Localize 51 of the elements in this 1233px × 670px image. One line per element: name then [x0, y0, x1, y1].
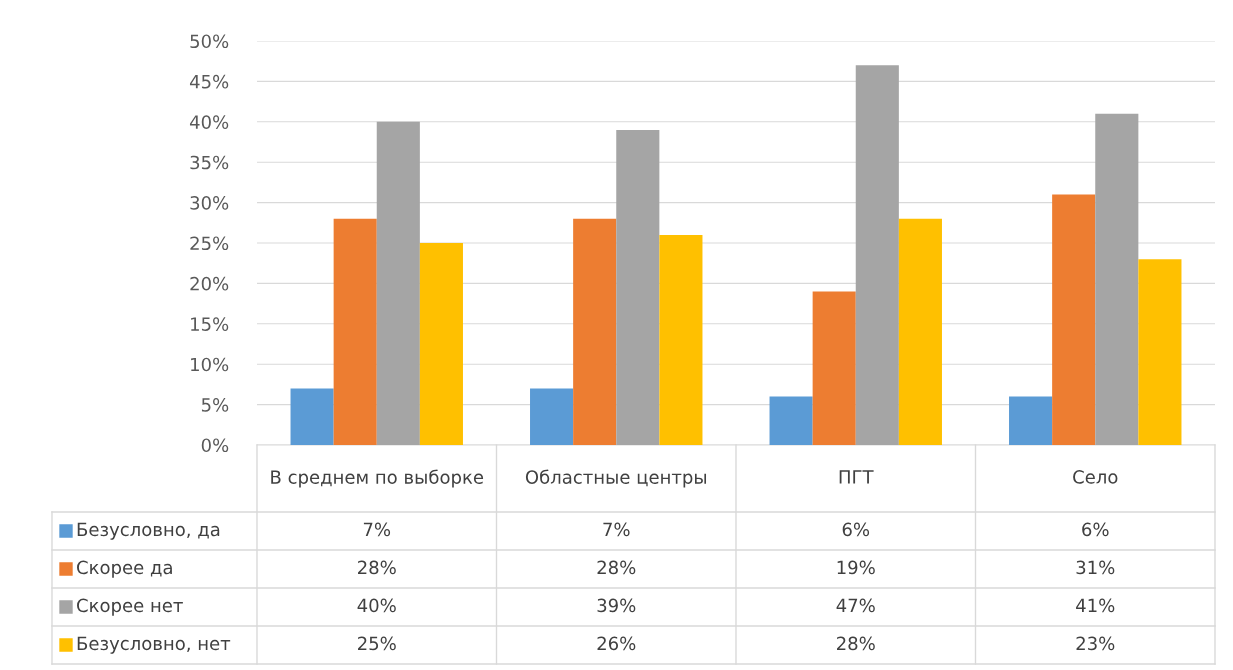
legend-label: Скорее нет [77, 598, 183, 616]
y-tick-label: 30% [190, 196, 229, 210]
y-tick-label: 50% [190, 34, 229, 49]
bar [659, 234, 703, 445]
bar [769, 396, 813, 445]
y-tick-label: 40% [189, 115, 229, 129]
data-label: 23% [1076, 636, 1115, 651]
y-tick-label: 5% [201, 398, 229, 412]
bar [616, 129, 660, 445]
y-tick-label: 20% [190, 276, 229, 291]
y-tick-label: 25% [190, 236, 229, 251]
bar [898, 218, 942, 445]
bar [333, 218, 377, 445]
bar [376, 121, 420, 445]
y-tick-label: 15% [191, 317, 229, 331]
data-label: 39% [597, 598, 636, 613]
bar [419, 243, 463, 445]
y-tick-label: 10% [191, 357, 229, 372]
bar [573, 218, 617, 445]
data-label: 25% [358, 636, 396, 651]
data-label: 47% [836, 598, 875, 613]
data-label: 26% [597, 636, 636, 651]
data-label: 19% [837, 560, 875, 575]
bar [290, 388, 334, 445]
x-tick-label: Село [1073, 470, 1118, 484]
legend-label: Безусловно, нет [77, 636, 231, 654]
bar [530, 388, 574, 445]
data-label: 40% [357, 598, 396, 613]
data-label: 7% [363, 522, 391, 537]
bar [855, 65, 899, 445]
bar [1052, 194, 1096, 445]
legend-label: Безусловно, да [77, 522, 220, 540]
data-label: 28% [837, 636, 875, 651]
data-label: 6% [1082, 522, 1109, 537]
y-tick-label: 45% [189, 74, 229, 89]
x-tick-label: Областные центры [525, 469, 707, 488]
x-tick-label: ПГТ [839, 470, 874, 484]
data-label: 28% [597, 560, 636, 575]
data-label: 7% [603, 522, 630, 537]
y-tick-label: 35% [190, 155, 229, 170]
bar [812, 291, 856, 445]
legend-label: Скорее да [77, 560, 172, 578]
x-tick-label: В среднем по выборке [271, 469, 484, 488]
bar [1138, 259, 1182, 445]
bar [1095, 113, 1139, 445]
y-tick-label: 0% [201, 438, 229, 453]
data-label: 31% [1076, 560, 1115, 575]
data-label: 6% [842, 522, 870, 537]
bar [1009, 396, 1053, 445]
data-label: 41% [1076, 598, 1115, 613]
data-label: 28% [358, 560, 396, 575]
